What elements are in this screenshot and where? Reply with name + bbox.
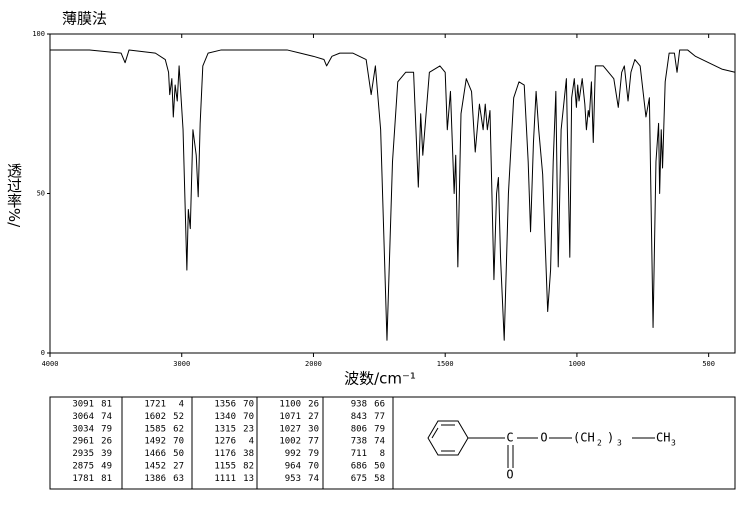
transmittance: 74	[374, 437, 385, 447]
subscript: 3	[617, 439, 622, 448]
wavenumber: 1315	[214, 424, 236, 434]
wavenumber: 3034	[72, 424, 94, 434]
wavenumber: 711	[351, 449, 367, 459]
atom: O	[540, 431, 547, 445]
table-dividers	[121, 397, 394, 489]
wavenumber: 2935	[72, 449, 94, 459]
y-tick-label: 0	[41, 349, 45, 357]
transmittance: 81	[101, 474, 112, 484]
structure-bonds	[427, 420, 655, 468]
transmittance: 26	[308, 400, 319, 410]
transmittance: 8	[380, 449, 385, 459]
wavenumber: 1276	[214, 437, 236, 447]
transmittance: 26	[101, 437, 112, 447]
wavenumber: 1002	[279, 437, 301, 447]
transmittance: 82	[243, 462, 254, 472]
wavenumber: 1111	[214, 474, 236, 484]
transmittance: 77	[308, 437, 319, 447]
atom: C	[506, 431, 513, 445]
transmittance: 74	[308, 474, 319, 484]
transmittance: 38	[243, 449, 254, 459]
wavenumber: 1466	[144, 449, 166, 459]
subscript: 2	[597, 439, 602, 448]
transmittance: 52	[173, 412, 184, 422]
wavenumber: 1781	[72, 474, 94, 484]
chain: )	[607, 431, 614, 445]
wavenumber: 953	[285, 474, 301, 484]
wavenumber: 3091	[72, 400, 94, 410]
transmittance: 79	[308, 449, 319, 459]
spectrum-line	[50, 49, 736, 341]
wavenumber: 1721	[144, 400, 166, 410]
transmittance: 70	[243, 400, 254, 410]
wavenumber: 675	[351, 474, 367, 484]
wavenumber: 1176	[214, 449, 236, 459]
wavenumber: 1071	[279, 412, 301, 422]
wavenumber: 806	[351, 424, 367, 434]
wavenumber: 1100	[279, 400, 301, 410]
atom: O	[506, 468, 513, 482]
wavenumber: 1585	[144, 424, 166, 434]
transmittance: 74	[101, 412, 112, 422]
benzene-ring	[427, 420, 469, 456]
wavenumber: 738	[351, 437, 367, 447]
wavenumber: 2961	[72, 437, 94, 447]
x-tick-label: 500	[702, 360, 715, 368]
transmittance: 70	[308, 462, 319, 472]
y-axis-label: 透过率%/	[5, 163, 23, 228]
wavenumber: 2875	[72, 462, 94, 472]
transmittance: 79	[101, 424, 112, 434]
x-axis-label: 波数/cm⁻¹	[344, 370, 416, 388]
x-tick-label: 1500	[437, 360, 454, 368]
chart-title: 薄膜法	[62, 10, 107, 28]
transmittance: 77	[374, 412, 385, 422]
transmittance: 50	[374, 462, 385, 472]
transmittance: 70	[173, 437, 184, 447]
wavenumber: 1340	[214, 412, 236, 422]
wavenumber: 1602	[144, 412, 166, 422]
transmittance: 58	[374, 474, 385, 484]
chain: (CH	[573, 431, 595, 445]
terminal: CH	[656, 431, 670, 445]
bond	[431, 427, 439, 439]
transmittance: 50	[173, 449, 184, 459]
transmittance: 13	[243, 474, 254, 484]
wavenumber: 1452	[144, 462, 166, 472]
wavenumber: 1356	[214, 400, 236, 410]
transmittance: 81	[101, 400, 112, 410]
transmittance: 70	[243, 412, 254, 422]
x-tick-label: 1000	[568, 360, 585, 368]
transmittance: 63	[173, 474, 184, 484]
subscript: 3	[671, 439, 676, 448]
transmittance: 4	[179, 400, 184, 410]
transmittance: 39	[101, 449, 112, 459]
wavenumber: 992	[285, 449, 301, 459]
transmittance: 49	[101, 462, 112, 472]
wavenumber: 1386	[144, 474, 166, 484]
transmittance: 30	[308, 424, 319, 434]
x-tick-label: 2000	[305, 360, 322, 368]
y-tick-label: 50	[37, 190, 45, 198]
transmittance: 27	[173, 462, 184, 472]
transmittance: 23	[243, 424, 254, 434]
transmittance: 62	[173, 424, 184, 434]
wavenumber: 686	[351, 462, 367, 472]
x-tick-label: 3000	[173, 360, 190, 368]
wavenumber: 938	[351, 400, 367, 410]
transmittance: 27	[308, 412, 319, 422]
plot-frame	[49, 33, 736, 354]
transmittance: 4	[249, 437, 254, 447]
transmittance: 66	[374, 400, 385, 410]
y-tick-label: 100	[32, 30, 45, 38]
wavenumber: 1492	[144, 437, 166, 447]
wavenumber: 3064	[72, 412, 94, 422]
transmittance: 79	[374, 424, 385, 434]
wavenumber: 1027	[279, 424, 301, 434]
wavenumber: 964	[285, 462, 301, 472]
wavenumber: 843	[351, 412, 367, 422]
wavenumber: 1155	[214, 462, 236, 472]
x-tick-label: 4000	[42, 360, 59, 368]
